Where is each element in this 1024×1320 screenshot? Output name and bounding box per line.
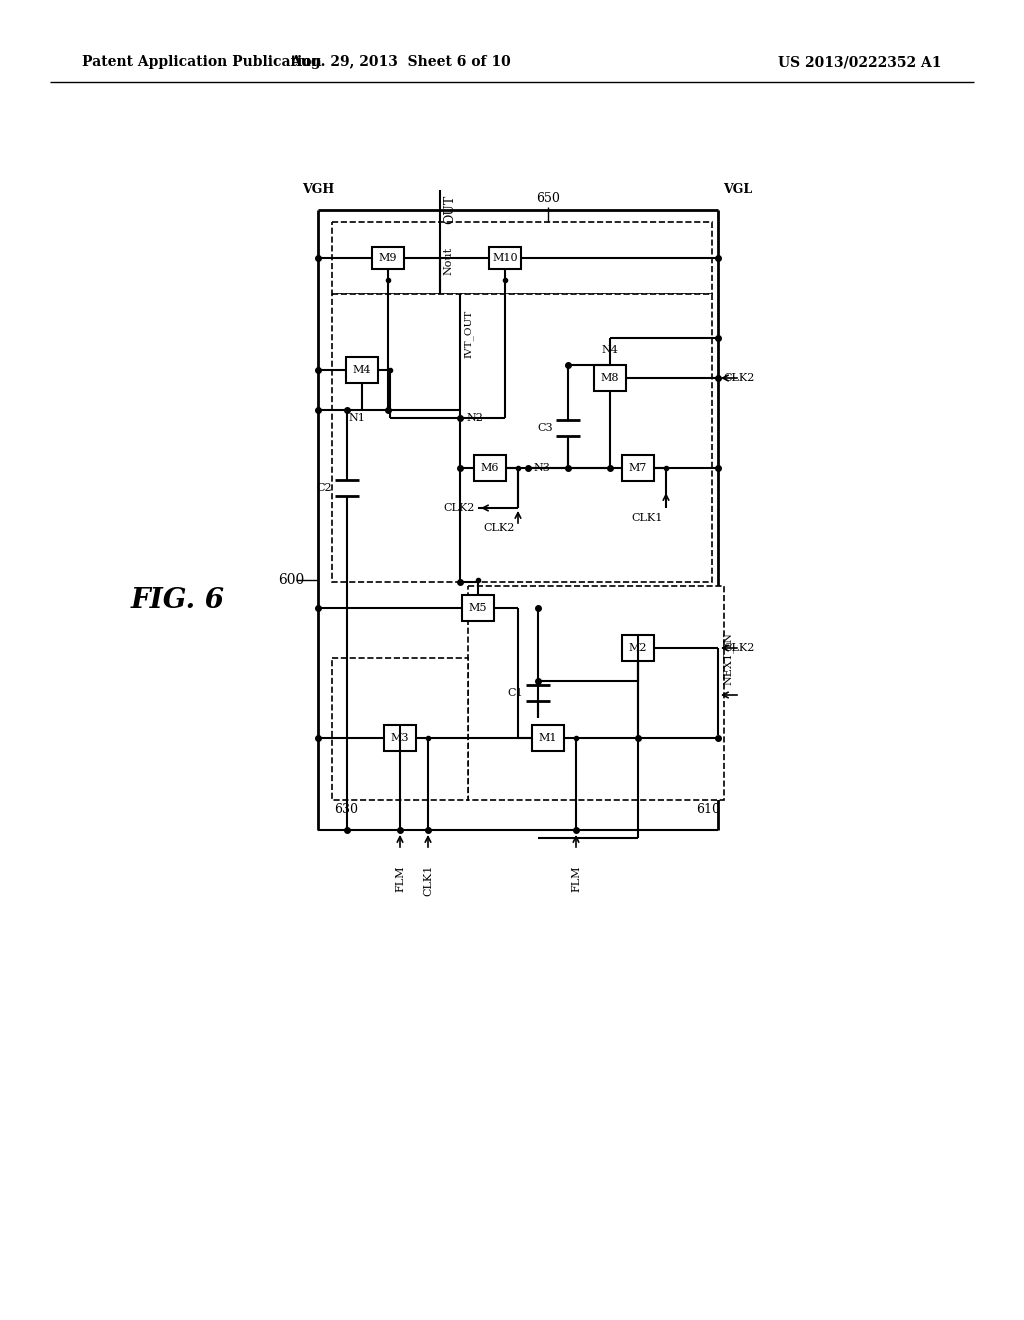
Text: M2: M2	[629, 643, 647, 653]
Text: C1: C1	[507, 688, 523, 698]
Text: M4: M4	[352, 366, 372, 375]
Text: CLK2: CLK2	[483, 523, 515, 533]
Text: 650: 650	[536, 191, 560, 205]
Bar	[346, 356, 378, 383]
Text: N4: N4	[601, 345, 618, 355]
Bar	[622, 635, 654, 661]
Text: C2: C2	[316, 483, 332, 492]
Text: 610: 610	[696, 803, 720, 816]
Bar	[332, 657, 468, 800]
Text: M7: M7	[629, 463, 647, 473]
Bar	[332, 294, 712, 582]
Bar	[474, 455, 506, 480]
Text: M9: M9	[379, 253, 397, 263]
Text: FLM: FLM	[395, 865, 406, 891]
Text: 600: 600	[278, 573, 304, 587]
Bar	[489, 247, 521, 269]
Text: FIG. 6: FIG. 6	[131, 586, 225, 614]
Text: CLK2: CLK2	[723, 643, 755, 653]
Text: N3: N3	[534, 463, 550, 473]
Bar	[384, 725, 416, 751]
Text: Patent Application Publication: Patent Application Publication	[82, 55, 322, 69]
Text: CLK2: CLK2	[443, 503, 475, 513]
Bar	[462, 595, 494, 620]
Text: CLK1: CLK1	[423, 865, 433, 896]
Bar	[594, 366, 626, 391]
Text: N1: N1	[348, 413, 366, 422]
Text: VGL: VGL	[723, 183, 752, 195]
Text: OUT: OUT	[443, 195, 456, 224]
Bar	[622, 455, 654, 480]
Text: Nout: Nout	[443, 247, 453, 275]
Text: M1: M1	[539, 733, 557, 743]
Text: VGH: VGH	[302, 183, 334, 195]
Text: C3: C3	[538, 422, 553, 433]
Bar	[372, 247, 404, 269]
Text: M8: M8	[601, 374, 620, 383]
Text: M5: M5	[469, 603, 487, 612]
Text: 630: 630	[334, 803, 358, 816]
Text: CLK1: CLK1	[632, 513, 663, 523]
Text: Aug. 29, 2013  Sheet 6 of 10: Aug. 29, 2013 Sheet 6 of 10	[290, 55, 510, 69]
Bar	[532, 725, 564, 751]
Text: IVT_OUT: IVT_OUT	[464, 310, 474, 358]
Text: NEXT_IN: NEXT_IN	[723, 632, 734, 685]
Text: N2: N2	[466, 413, 483, 422]
Text: CLK2: CLK2	[723, 374, 755, 383]
Text: M10: M10	[493, 253, 518, 263]
Text: FLM: FLM	[571, 865, 581, 891]
Text: US 2013/0222352 A1: US 2013/0222352 A1	[778, 55, 942, 69]
Text: M6: M6	[480, 463, 500, 473]
Bar	[468, 586, 724, 800]
Bar	[332, 222, 712, 294]
Text: M3: M3	[391, 733, 410, 743]
